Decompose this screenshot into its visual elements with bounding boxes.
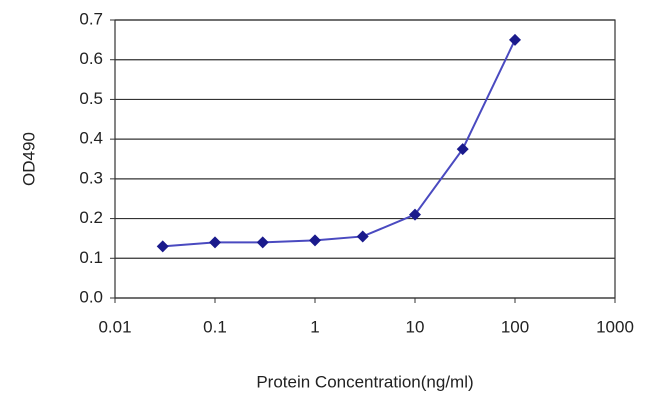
y-tick-label: 0.1 bbox=[79, 248, 103, 267]
y-tick-label: 0.3 bbox=[79, 168, 103, 187]
marker bbox=[409, 208, 421, 221]
line bbox=[162, 39, 516, 248]
y-tick-label: 0.2 bbox=[79, 208, 103, 227]
marker bbox=[456, 143, 469, 156]
x-axis-label: Protein Concentration(ng/ml) bbox=[256, 372, 473, 391]
marker bbox=[209, 236, 221, 249]
x-tick-label: 1 bbox=[310, 317, 319, 336]
marker bbox=[509, 33, 521, 46]
x-tick-label: 0.1 bbox=[203, 317, 227, 336]
marker bbox=[156, 240, 169, 253]
plot-border bbox=[114, 19, 616, 299]
x-tick-label: 0.01 bbox=[98, 317, 131, 336]
y-tick-label: 0.7 bbox=[79, 9, 103, 28]
x-tick-label: 10 bbox=[406, 317, 425, 336]
y-tick-label: 0.6 bbox=[79, 49, 103, 68]
y-tick-label: 0.5 bbox=[79, 89, 103, 108]
y-axis-label: OD490 bbox=[19, 132, 38, 186]
y-tick-label: 0.4 bbox=[79, 129, 103, 148]
y-tick-label: 0.0 bbox=[79, 287, 103, 306]
marker bbox=[356, 230, 369, 243]
marker bbox=[309, 234, 321, 247]
marker bbox=[256, 236, 269, 249]
x-tick-label: 1000 bbox=[596, 317, 634, 336]
x-tick-label: 100 bbox=[501, 317, 529, 336]
